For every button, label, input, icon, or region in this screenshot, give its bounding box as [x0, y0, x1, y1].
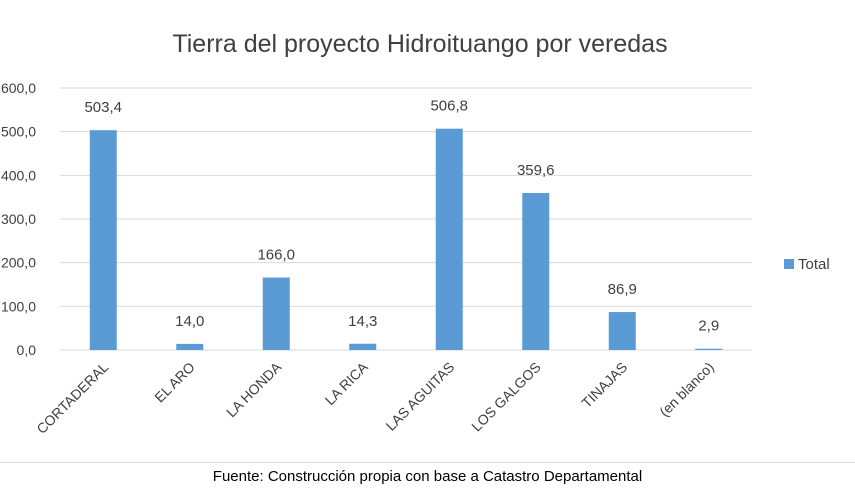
- chart-title: Tierra del proyecto Hidroituango por ver…: [172, 30, 667, 58]
- x-tick-label: LAS AGUITAS: [382, 359, 457, 434]
- x-tick-label: LA RICA: [322, 358, 372, 408]
- x-tick-label: CORTADERAL: [33, 359, 111, 437]
- footer-source: Fuente: Construcción propia con base a C…: [212, 468, 643, 485]
- bar: [695, 348, 723, 350]
- data-label: 166,0: [257, 247, 295, 264]
- data-label: 506,8: [430, 98, 468, 115]
- bar: [176, 343, 204, 350]
- y-tick-label: 300,0: [1, 211, 36, 227]
- y-tick-label: 600,0: [1, 80, 36, 96]
- chart-frame: Tierra del proyecto Hidroituango por ver…: [0, 30, 855, 463]
- x-tick-label: LA HONDA: [223, 358, 285, 420]
- y-tick-label: 100,0: [1, 298, 36, 314]
- legend-label: Total: [798, 256, 830, 273]
- bar: [349, 343, 377, 350]
- x-tick-label: LOS GALGOS: [468, 359, 544, 435]
- data-label: 359,6: [517, 162, 555, 179]
- y-tick-label: 500,0: [1, 124, 36, 140]
- bar: [435, 128, 463, 350]
- data-label: 503,4: [84, 99, 122, 116]
- x-tick-label: TINAJAS: [578, 359, 630, 411]
- bar-chart: Tierra del proyecto Hidroituango por ver…: [1, 30, 830, 437]
- data-label: 14,0: [175, 313, 204, 330]
- y-tick-label: 0,0: [17, 342, 37, 358]
- bar: [608, 312, 636, 350]
- y-tick-label: 200,0: [1, 255, 36, 271]
- y-tick-label: 400,0: [1, 167, 36, 183]
- data-label: 14,3: [348, 313, 377, 330]
- bar: [522, 192, 550, 350]
- bar: [89, 130, 117, 350]
- data-label: 2,9: [698, 318, 719, 335]
- data-label: 86,9: [608, 281, 637, 298]
- bar: [262, 277, 290, 350]
- legend-swatch: [784, 259, 794, 269]
- x-tick-label: (en blanco): [656, 359, 717, 420]
- x-tick-label: EL ARO: [151, 359, 198, 406]
